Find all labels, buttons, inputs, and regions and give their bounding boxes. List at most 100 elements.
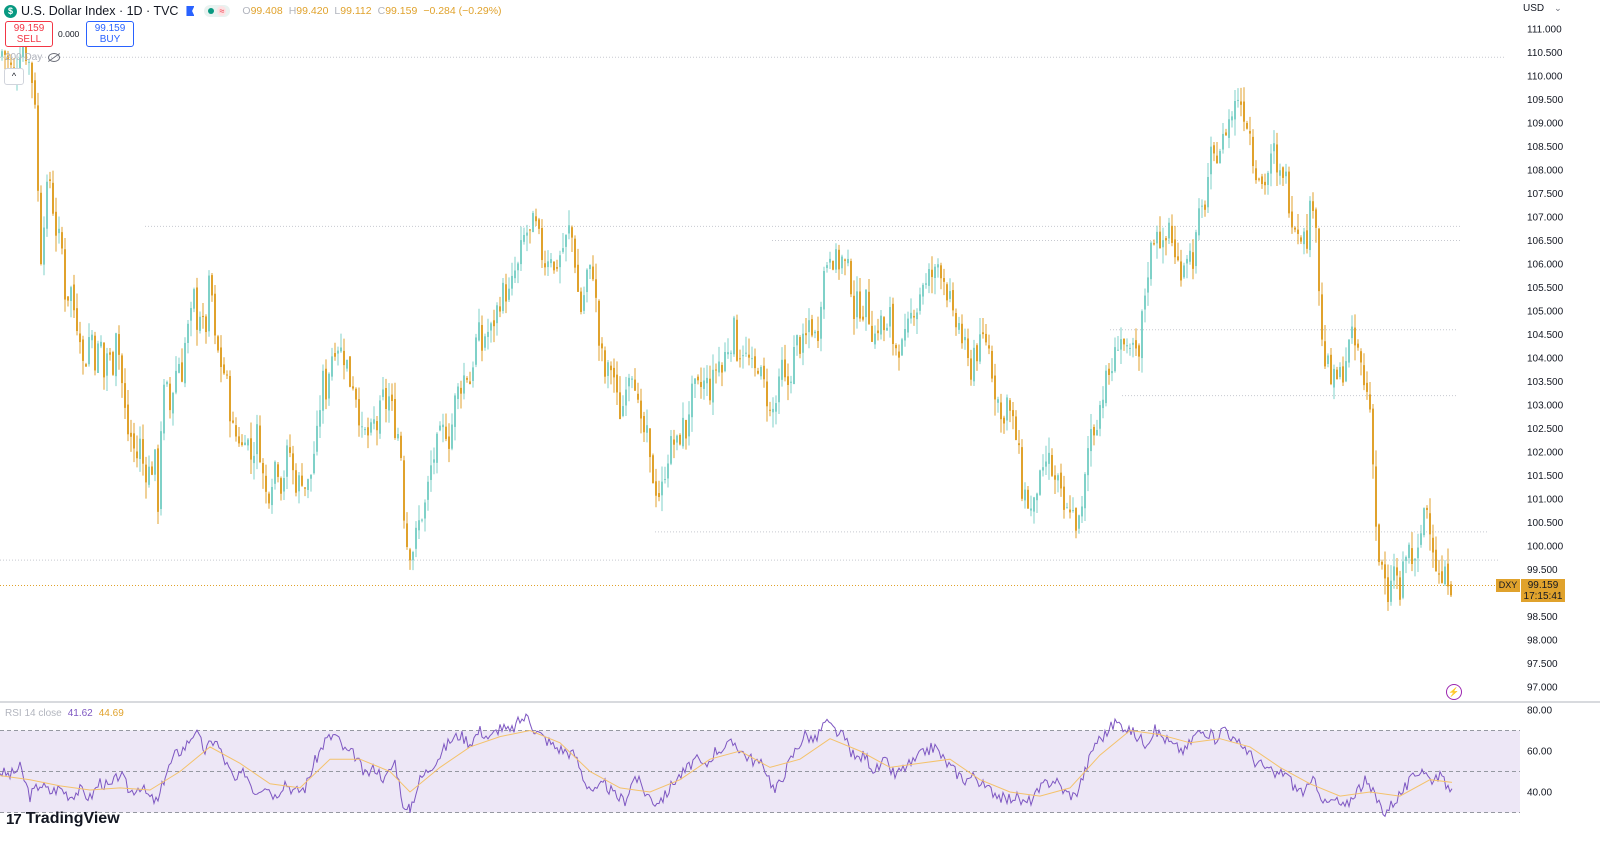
collapse-legend-button[interactable]: ^ [4, 68, 24, 85]
candle-body [694, 378, 696, 384]
candle-body [580, 291, 582, 312]
candle-body [895, 345, 897, 349]
candle-body [940, 265, 942, 279]
price-tick-label: 101.000 [1527, 495, 1564, 506]
candle-body [448, 436, 450, 449]
candle-body [310, 474, 312, 479]
candle-body [1450, 584, 1452, 596]
candle-body [658, 493, 660, 498]
candle-body [811, 319, 813, 336]
candle-body [1291, 211, 1293, 228]
candle-body [538, 219, 540, 229]
candle-body [1051, 455, 1053, 476]
candle-body [1312, 201, 1314, 211]
candle-body [523, 234, 525, 242]
candle-body [1045, 461, 1047, 467]
candle-body [748, 354, 750, 358]
flag-icon[interactable] [186, 6, 195, 16]
candle-body [745, 352, 747, 354]
candle-body [397, 433, 399, 439]
lightning-icon[interactable]: ⚡ [1446, 684, 1462, 700]
candle-body [769, 409, 771, 411]
candle-body [325, 368, 327, 400]
candle-body [829, 258, 831, 263]
candle-body [1078, 515, 1080, 529]
candle-body [754, 356, 756, 369]
candle-body [193, 289, 195, 309]
candle-body [817, 330, 819, 342]
candle-body [778, 376, 780, 403]
candle-body [187, 323, 189, 344]
rsi-pane: 80.00 60.00 40.00 [0, 706, 1552, 818]
candle-body [853, 295, 855, 319]
candle-body [1216, 155, 1218, 164]
candle-body [622, 406, 624, 416]
candle-body [1063, 486, 1065, 510]
candle-body [190, 308, 192, 321]
tradingview-wordmark: TradingView [25, 810, 120, 827]
candle-body [106, 353, 108, 376]
candle-body [226, 374, 228, 376]
price-axis[interactable]: 111.000 110.500 110.000 109.500 109.000 108.5… [1527, 25, 1564, 694]
symbol-title[interactable]: U.S. Dollar Index · 1D · TVC [21, 4, 179, 18]
candle-body [718, 361, 720, 373]
candle-body [418, 520, 420, 531]
candle-body [1261, 176, 1263, 185]
sell-button[interactable]: 99.159 SELL [5, 21, 53, 47]
candle-body [832, 261, 834, 270]
candle-body [727, 352, 729, 355]
candle-body [529, 229, 531, 231]
hidden-eye-icon[interactable] [48, 53, 61, 62]
candle-body [1093, 426, 1095, 436]
candle-body [349, 356, 351, 387]
price-tick-label: 98.000 [1527, 636, 1558, 647]
price-tick-label: 109.500 [1527, 95, 1564, 106]
candle-body [376, 421, 378, 431]
price-tick-label: 108.000 [1527, 166, 1564, 177]
candle-body [955, 313, 957, 328]
rsi-tick-label: 80.00 [1527, 706, 1552, 717]
candle-body [460, 387, 462, 394]
candle-body [715, 369, 717, 371]
spread-value: 0.000 [58, 29, 80, 39]
candle-body [550, 259, 552, 264]
candle-body [910, 312, 912, 319]
tradingview-logo[interactable]: 17 TradingView [6, 810, 120, 828]
candle-body [850, 261, 852, 295]
candle-body [961, 323, 963, 344]
candle-body [712, 369, 714, 403]
candle-body [1141, 311, 1143, 359]
candle-body [304, 487, 306, 489]
candle-body [88, 337, 90, 365]
candle-body [292, 453, 294, 471]
candle-body [142, 439, 144, 464]
rsi-legend[interactable]: RSI 14 close 41.62 44.69 [5, 708, 124, 719]
buy-button[interactable]: 99.159 BUY [86, 21, 134, 47]
candle-body [154, 449, 156, 475]
indicator-legend[interactable]: 200 Day [5, 52, 61, 63]
candle-body [91, 334, 93, 341]
candle-body [742, 355, 744, 357]
candle-body [1042, 467, 1044, 471]
candle-body [604, 350, 606, 377]
candle-body [463, 375, 465, 394]
candle-body [1345, 361, 1347, 382]
candle-body [1252, 136, 1254, 167]
candle-body [835, 249, 837, 270]
candle-body [94, 335, 96, 371]
candle-body [319, 410, 321, 427]
candle-body [265, 475, 267, 492]
candle-body [946, 284, 948, 301]
candle-body [982, 332, 984, 335]
candle-body [682, 417, 684, 447]
candle-body [82, 339, 84, 361]
candle-body [46, 181, 48, 229]
market-status-pill[interactable]: ≈ [204, 5, 231, 17]
price-tick-label: 98.500 [1527, 612, 1558, 623]
candle-body [127, 404, 129, 435]
candle-body [892, 303, 894, 345]
candle-body [631, 378, 633, 380]
currency-selector[interactable]: USD ⌄ [1523, 3, 1562, 14]
last-price-value: 99.159 [1527, 580, 1559, 591]
